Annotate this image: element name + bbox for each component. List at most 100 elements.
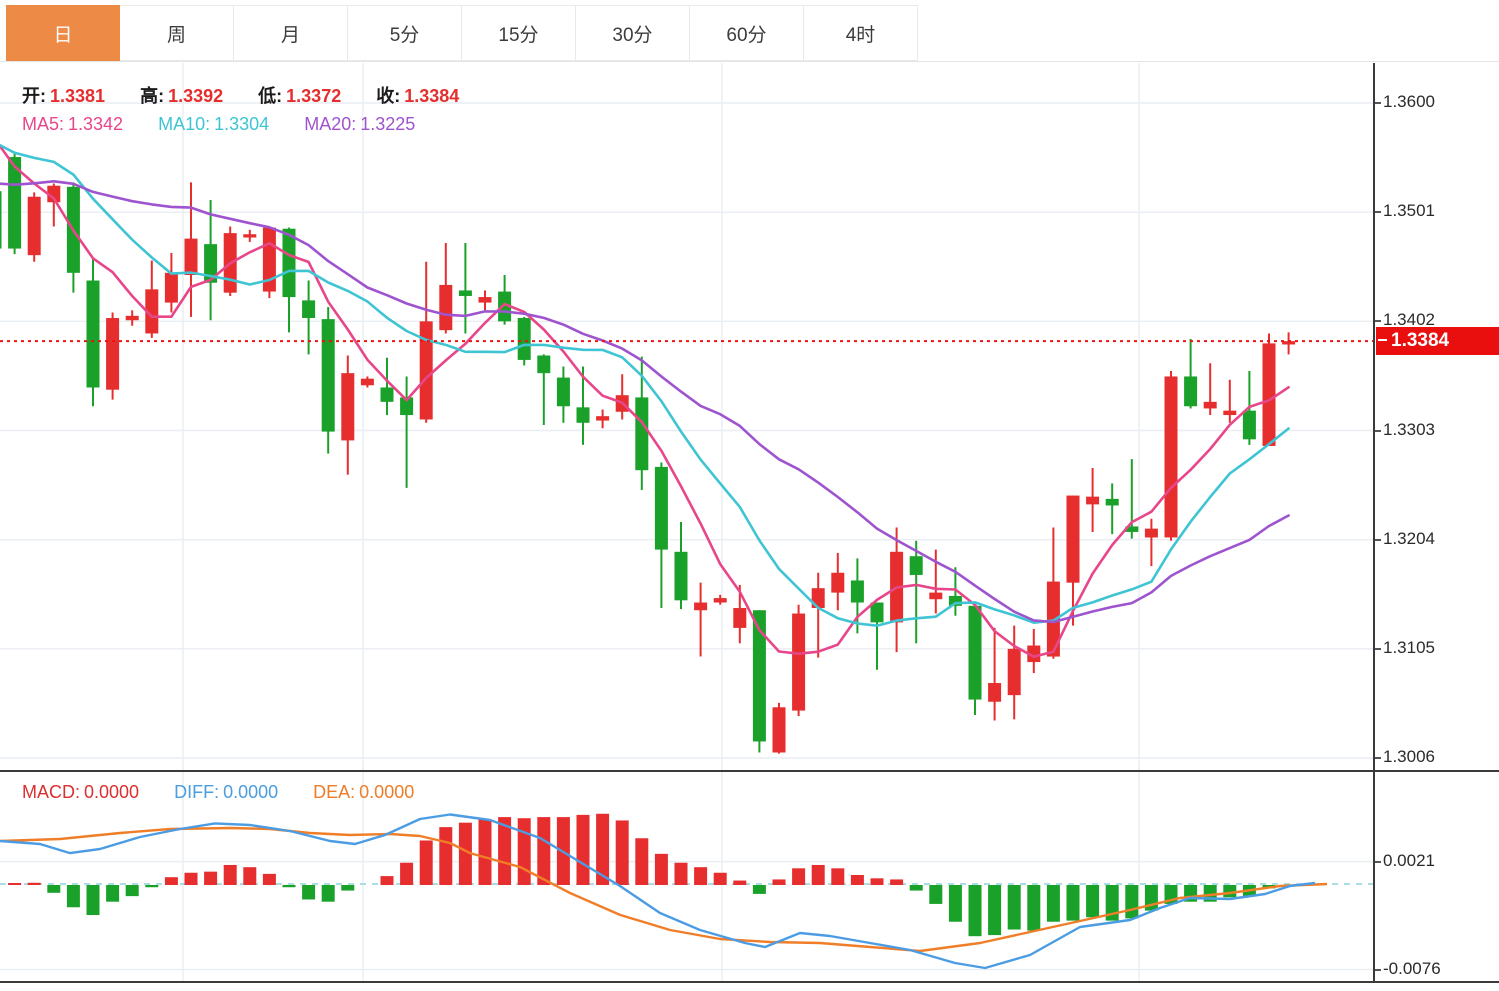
candle-body	[400, 397, 414, 416]
candle-body	[458, 290, 472, 296]
y-axis-line	[1373, 63, 1375, 982]
ma10-value: 1.3304	[214, 114, 270, 134]
candle-body	[752, 610, 766, 742]
ma5-line	[0, 143, 1290, 658]
price-axis-label-tick	[1374, 757, 1381, 759]
macd-bar	[811, 864, 825, 885]
macd-bar	[988, 885, 1002, 936]
candle-body	[1086, 496, 1100, 505]
candle-body	[106, 318, 120, 390]
ma-legend: MA5: 1.3342 MA10: 1.3304 MA20: 1.3225	[22, 114, 419, 135]
candle-body	[1203, 401, 1217, 409]
macd-bar	[145, 885, 159, 888]
ohlc-legend: 开: 1.3381 高: 1.3392 低: 1.3372 收: 1.3384	[22, 82, 463, 108]
price-tag-tick	[1378, 338, 1387, 341]
macd-bar	[1086, 885, 1100, 918]
macd-axis-label-tick	[1374, 968, 1381, 971]
macd-bar	[86, 885, 100, 916]
price-axis-label: 1.3006	[1383, 747, 1435, 766]
candle-body	[341, 373, 355, 441]
price-axis-label-tick	[1374, 211, 1381, 214]
macd-bar	[8, 883, 22, 885]
high-value: 1.3392	[168, 86, 224, 106]
candle-body	[596, 416, 610, 421]
price-axis-label: 1.3105	[1383, 637, 1435, 657]
high-label: 高:	[140, 86, 165, 106]
macd-bar	[654, 853, 668, 885]
candle-body	[1184, 376, 1198, 407]
macd-bar	[537, 817, 551, 885]
ma20-label: MA20:	[304, 114, 357, 134]
candle-body	[674, 551, 688, 601]
dea-line	[0, 826, 1328, 953]
candle-body	[125, 315, 139, 321]
price-axis-label-tick	[1374, 647, 1381, 650]
macd-axis-label: -0.0076	[1383, 958, 1441, 978]
candle-body	[635, 397, 649, 471]
candle-body	[439, 284, 453, 331]
macd-bar	[223, 864, 237, 885]
macd-bar	[517, 818, 531, 885]
candle-body	[478, 297, 492, 303]
macd-bar	[282, 885, 296, 888]
candle-body	[556, 377, 570, 407]
candle-body	[1066, 495, 1080, 583]
candle-body	[792, 613, 806, 711]
macd-bar	[478, 819, 492, 885]
macd-bar	[498, 817, 512, 885]
panel-divider	[0, 770, 1499, 772]
ma20-value: 1.3225	[360, 114, 416, 134]
candle-body	[302, 300, 316, 319]
macd-bar	[302, 885, 316, 900]
open-value: 1.3381	[50, 86, 106, 106]
candle-body	[0, 191, 2, 249]
candle-body	[1105, 498, 1119, 506]
candle-body	[654, 466, 668, 550]
candle-body	[1027, 645, 1041, 663]
macd-bar	[772, 879, 786, 885]
candle-body	[321, 319, 335, 432]
close-value: 1.3384	[404, 86, 460, 106]
tab-4时[interactable]: 4时	[804, 5, 918, 61]
candle-body	[870, 602, 884, 623]
price-tag-value: 1.3384	[1391, 330, 1450, 352]
macd-bar	[380, 876, 394, 885]
chart-svg	[0, 63, 1374, 981]
macd-axis-label: 0.0021	[1383, 850, 1435, 870]
macd-bar	[321, 885, 335, 902]
macd-bar	[439, 827, 453, 885]
tab-月[interactable]: 月	[234, 5, 348, 61]
tab-60分[interactable]: 60分	[690, 5, 804, 61]
tab-30分[interactable]: 30分	[576, 5, 690, 61]
ma10-label: MA10:	[158, 114, 211, 134]
macd-bar	[1007, 885, 1021, 930]
chart-canvas[interactable]	[0, 0, 1382, 991]
macd-bar	[1066, 885, 1080, 921]
candle-body	[498, 291, 512, 322]
macd-bar	[596, 813, 610, 885]
price-axis-label: 1.3501	[1383, 201, 1435, 221]
macd-bar	[262, 873, 276, 885]
candle-body	[713, 598, 727, 603]
macd-bar	[47, 885, 61, 893]
candle-body	[1282, 341, 1296, 345]
candle-body	[850, 580, 864, 603]
candle-body	[1242, 410, 1256, 440]
tab-日[interactable]: 日	[6, 5, 120, 61]
low-value: 1.3372	[286, 86, 342, 106]
tab-15分[interactable]: 15分	[462, 5, 576, 61]
macd-legend: MACD: 0.0000 DIFF: 0.0000 DEA: 0.0000	[22, 782, 418, 803]
low-label: 低:	[258, 86, 283, 106]
candle-body	[948, 595, 962, 606]
tab-5分[interactable]: 5分	[348, 5, 462, 61]
tab-周[interactable]: 周	[120, 5, 234, 61]
macd-bar	[458, 822, 472, 885]
candle-body	[86, 280, 100, 388]
macd-bar	[204, 871, 218, 885]
price-axis-label-tick	[1374, 538, 1381, 541]
macd-bar	[106, 885, 120, 902]
price-axis-label: 1.3204	[1383, 528, 1435, 548]
macd-value: 0.0000	[84, 782, 140, 802]
macd-bar	[948, 885, 962, 922]
